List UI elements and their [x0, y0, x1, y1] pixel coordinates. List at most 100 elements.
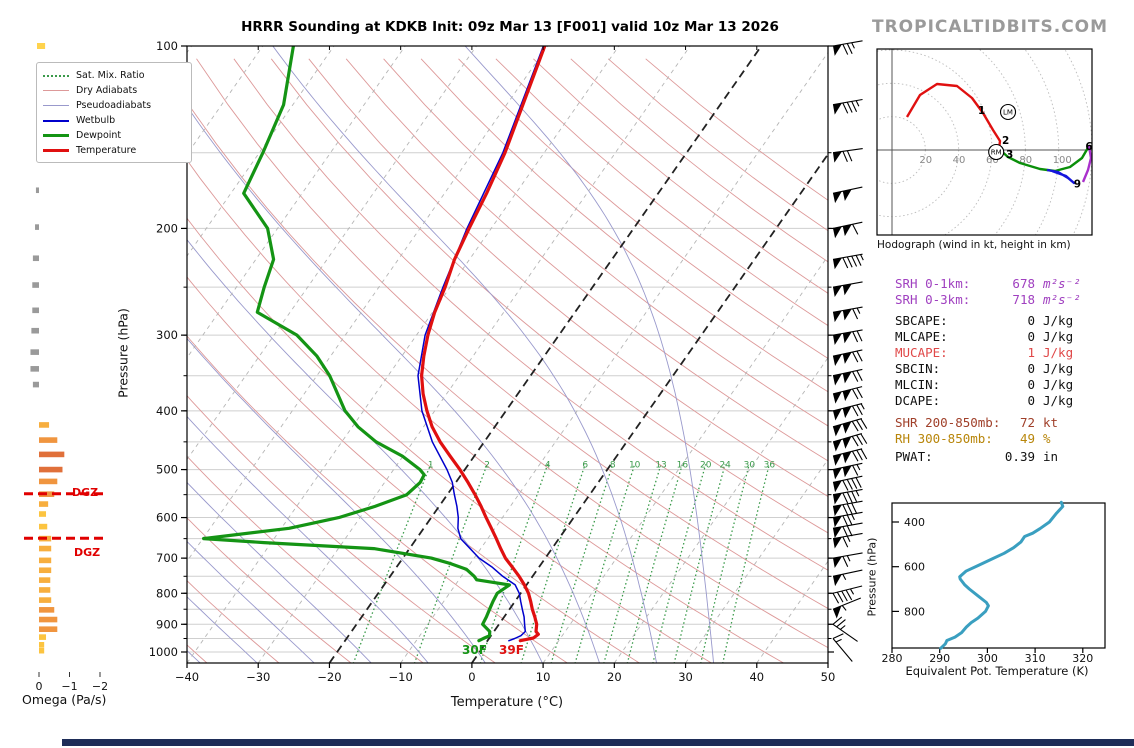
hodo-ring-label: 100	[1053, 155, 1072, 166]
temp-tick-label: 40	[749, 670, 764, 684]
pressure-tick-label: 100	[156, 39, 178, 53]
svg-text:16: 16	[677, 460, 689, 470]
wind-barb	[832, 386, 863, 404]
hodo-segment-0-3km	[905, 82, 1002, 150]
hodo-ring-label: 80	[1019, 155, 1032, 166]
wind-barb	[832, 597, 862, 619]
stat-sbcape: SBCAPE: 0 J/kg	[895, 313, 1074, 328]
theta-e-panel: 400 600 800 280 290 300 310 320	[882, 500, 1106, 665]
hodo-height-label: 6	[1085, 141, 1092, 153]
omega-bar-positive	[32, 282, 39, 288]
hodograph-caption: Hodograph (wind in kt, height in km)	[877, 239, 1071, 251]
surface-dewpoint-label: 30F	[462, 643, 487, 657]
hodo-ring-label: 60	[986, 155, 999, 166]
wind-barb	[832, 522, 863, 539]
omega-bar-top	[37, 43, 46, 49]
legend-item: Dewpoint	[43, 128, 185, 143]
wind-barb	[832, 368, 863, 386]
skewt-temperature-curve	[420, 46, 547, 643]
omega-bar	[39, 451, 65, 458]
legend: Sat. Mix. Ratio Dry Adiabats Pseudoadiab…	[36, 62, 192, 163]
theta-e-ytick: 400	[904, 516, 925, 529]
omega-bar	[39, 647, 45, 654]
svg-text:4: 4	[545, 460, 551, 470]
omega-bar-positive	[32, 307, 39, 314]
pressure-tick-label: 500	[156, 463, 178, 477]
omega-bar	[39, 607, 55, 613]
pseudoadiabat-line-sample	[43, 105, 69, 106]
dewpoint-line-sample	[43, 134, 69, 137]
wind-barb	[832, 488, 863, 505]
stat-shr: SHR 200-850mb: 72 kt	[895, 415, 1059, 430]
pressure-tick-label: 700	[156, 551, 178, 565]
theta-e-xtick: 290	[929, 652, 950, 665]
wind-barb	[832, 147, 863, 163]
hodo-marker-LM	[999, 103, 1017, 121]
wind-barb	[832, 253, 864, 270]
svg-text:36: 36	[764, 460, 776, 470]
wind-barb	[832, 462, 863, 480]
skewt-curves	[202, 46, 547, 643]
wind-barb-column	[832, 40, 868, 662]
wind-barb	[832, 433, 868, 452]
omega-bar	[39, 616, 58, 623]
omega-bar	[39, 557, 52, 564]
legend-item: Sat. Mix. Ratio	[43, 68, 185, 83]
omega-bar	[39, 422, 50, 428]
theta-e-ytick: 600	[904, 561, 925, 574]
omega-bar-positive	[35, 224, 39, 230]
omega-tick-label: −2	[92, 680, 108, 693]
wind-barb	[832, 403, 865, 421]
stat-srh-0-1km: SRH 0-1km: 678 m²s⁻²	[895, 276, 1081, 291]
theta-e-xtick: 320	[1072, 652, 1093, 665]
omega-bar	[39, 511, 47, 517]
pressure-tick-label: 200	[156, 221, 178, 235]
temp-tick-label: −10	[389, 670, 413, 684]
omega-bar	[39, 501, 49, 507]
wind-barb	[832, 552, 863, 568]
temp-tick-label: 30	[678, 670, 693, 684]
omega-tick-label: 0	[36, 680, 43, 693]
legend-item: Pseudoadiabats	[43, 98, 185, 113]
svg-text:10: 10	[629, 460, 641, 470]
stat-mlcape: MLCAPE: 0 J/kg	[895, 329, 1074, 344]
omega-bar-positive	[32, 255, 39, 262]
temperature-axis-label: Temperature (°C)	[450, 695, 564, 710]
legend-item: Dry Adiabats	[43, 83, 185, 98]
hodo-height-label: 3	[1006, 149, 1013, 161]
omega-bar-positive	[35, 187, 39, 194]
wind-barb	[832, 306, 863, 323]
stat-rh: RH 300-850mb: 49%	[895, 431, 1051, 446]
temp-tick-label: 20	[607, 670, 622, 684]
omega-bar-positive	[32, 381, 39, 388]
omega-bar	[39, 587, 51, 593]
skewt-dewpoint-curve	[202, 46, 512, 643]
svg-text:13: 13	[655, 460, 666, 470]
stat-sbcin: SBCIN: 0 J/kg	[895, 361, 1074, 376]
skewt-wetbulb-curve	[417, 46, 545, 642]
theta-e-x-label: Equivalent Pot. Temperature (K)	[905, 664, 1089, 678]
stat-mucape: MUCAPE: 1 J/kg	[895, 345, 1074, 360]
wind-barb	[832, 569, 863, 587]
omega-bar	[39, 437, 58, 443]
hodograph-frame	[876, 48, 1093, 236]
omega-bar-positive	[30, 349, 39, 355]
dgz-label-upper: DGZ	[72, 486, 99, 499]
omega-bar	[39, 641, 45, 648]
hodo-height-label: 2	[1002, 135, 1009, 147]
pressure-tick-label: 600	[156, 511, 178, 525]
hodo-height-label: 9	[1074, 178, 1081, 190]
page-title: HRRR Sounding at KDKB Init: 09z Mar 13 […	[241, 19, 779, 35]
theta-e-curve	[939, 500, 1065, 650]
omega-axis-label: Omega (Pa/s)	[22, 692, 107, 707]
watermark: TROPICALTIDBITS.COM	[872, 17, 1109, 37]
skewt-background: 1 2 4 6 8 10 13 16 20 24 30 36	[187, 46, 828, 663]
omega-bar	[39, 626, 58, 632]
svg-text:20: 20	[700, 460, 712, 470]
omega-bar	[39, 545, 52, 552]
hodo-marker-RM	[988, 143, 1005, 161]
temp-tick-label: 10	[536, 670, 551, 684]
wind-barb	[832, 500, 863, 517]
svg-text:8: 8	[610, 460, 616, 470]
